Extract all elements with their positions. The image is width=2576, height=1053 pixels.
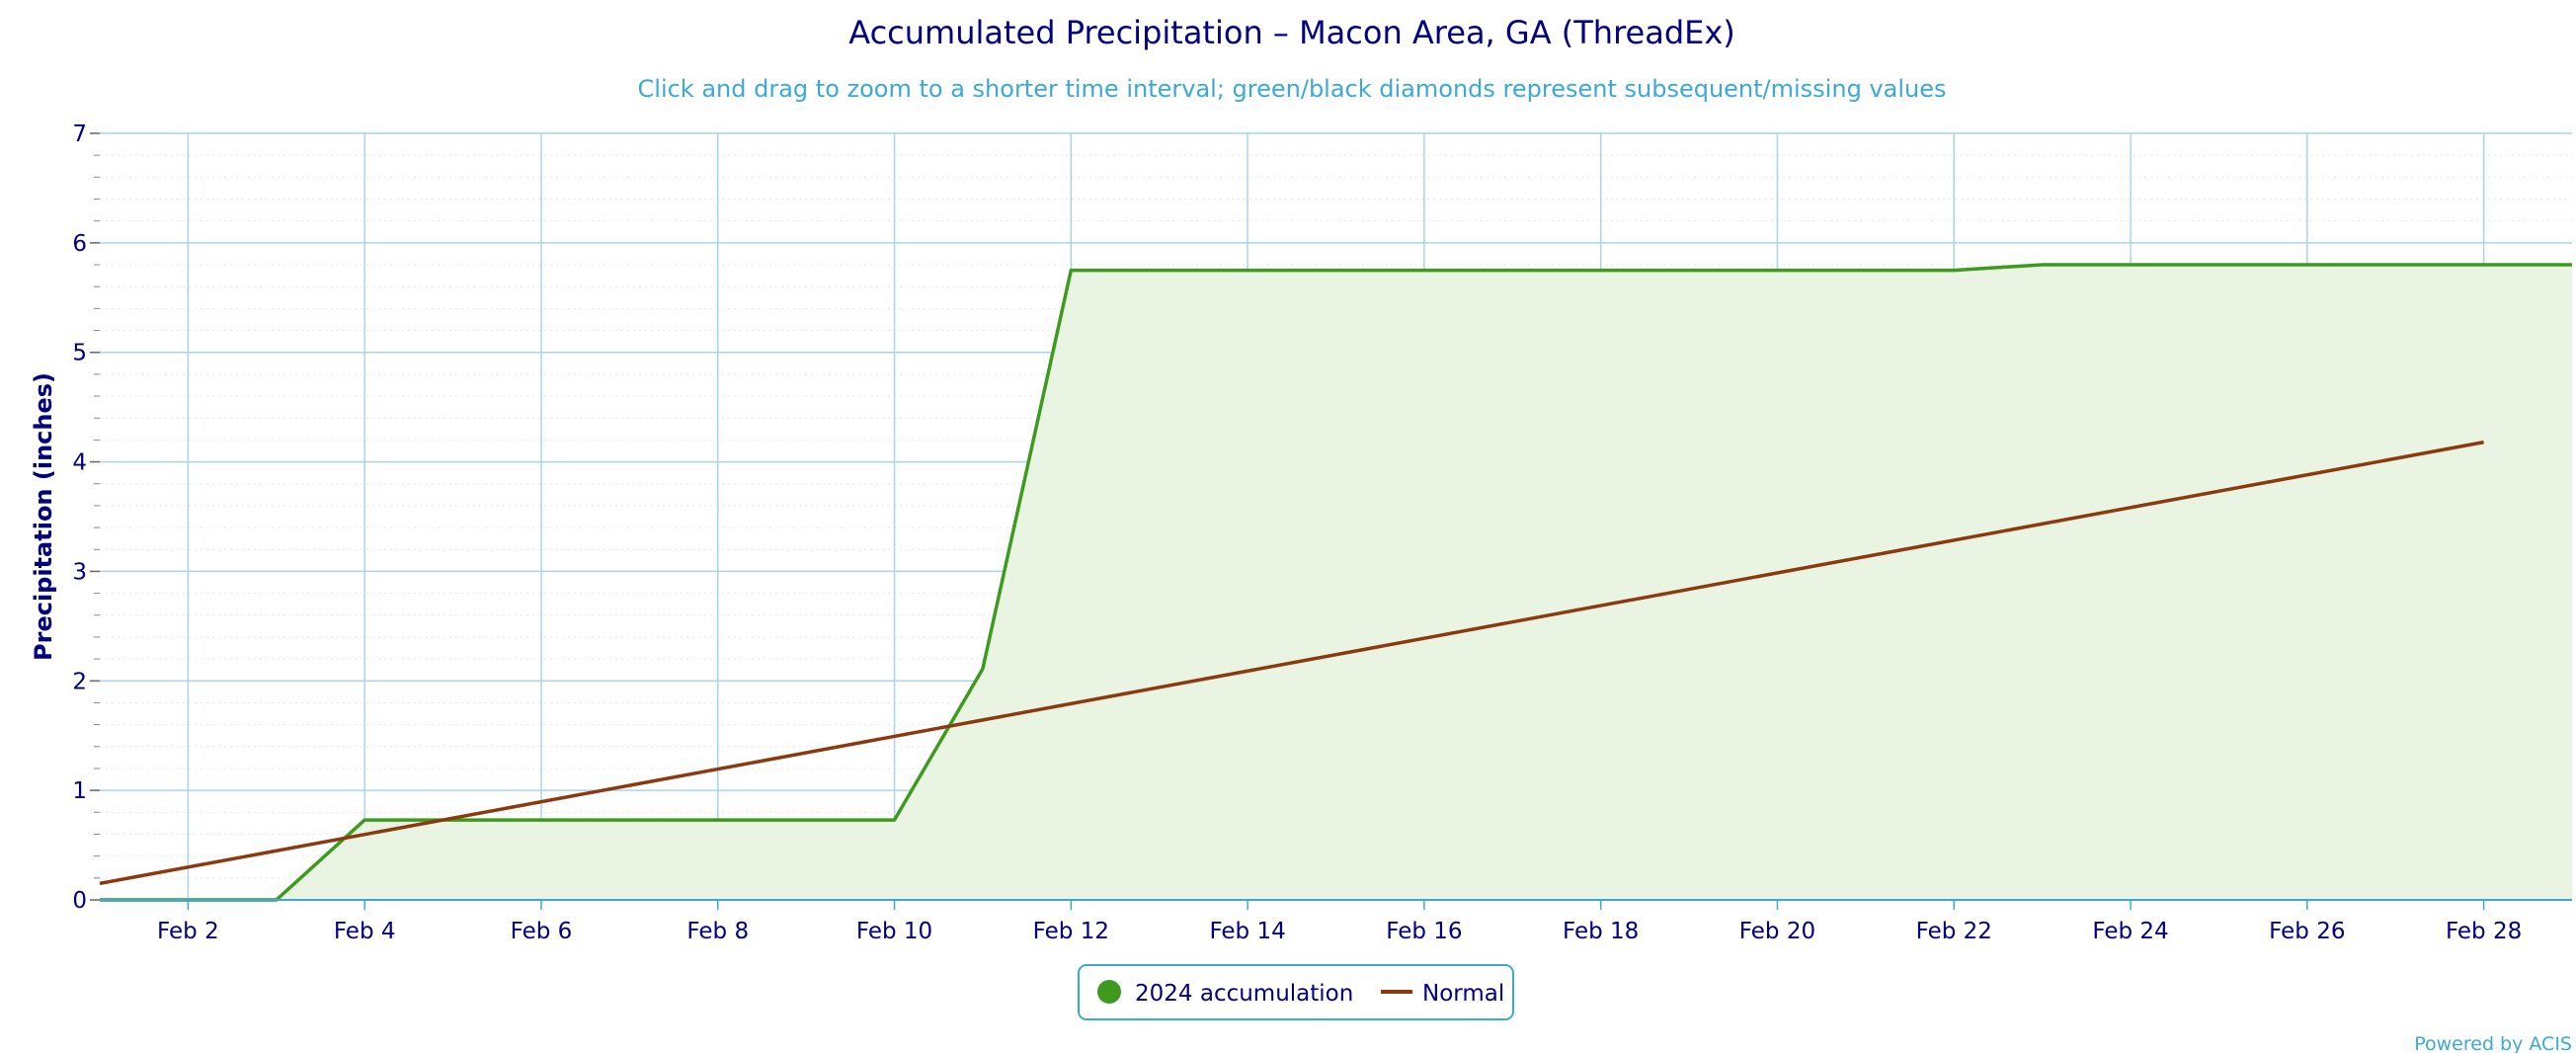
data-point [2481,440,2487,446]
data-point [2392,262,2398,268]
data-point [1863,268,1869,274]
y-tick-label: 2 [72,669,87,694]
data-point [2569,262,2575,268]
data-point [1157,268,1163,274]
data-point [980,666,986,672]
x-tick-label: Feb 6 [511,919,573,944]
x-tick-label: Feb 20 [1739,919,1815,944]
y-tick-label: 5 [72,341,87,366]
x-tick-label: Feb 2 [157,919,219,944]
x-tick-label: Feb 18 [1563,919,1639,944]
x-tick-label: Feb 12 [1033,919,1109,944]
data-point [1774,268,1780,274]
x-tick-label: Feb 14 [1209,919,1285,944]
normal-line [99,440,2484,886]
chart-title: Accumulated Precipitation – Macon Area, … [848,14,1735,51]
legend-marker-accumulation [1097,980,1121,1004]
chart-subtitle: Click and drag to zoom to a shorter time… [638,75,1947,103]
x-tick-label: Feb 28 [2446,919,2522,944]
data-point [626,817,632,823]
data-point [892,817,898,823]
data-point [2481,262,2487,268]
y-axis-ticks: 0 1 2 3 4 5 6 7 [72,122,100,914]
data-point [362,817,367,823]
chart-legend[interactable]: 2024 accumulation Normal [1078,964,1514,1020]
y-tick-label: 3 [72,559,87,585]
data-point [2128,262,2133,268]
x-tick-label: Feb 24 [2092,919,2168,944]
data-point [538,817,544,823]
data-point [1686,268,1692,274]
y-axis-label: Precipitation (inches) [30,372,57,661]
y-tick-label: 1 [72,778,87,804]
legend-label-normal: Normal [1422,981,1504,1007]
data-point [715,817,721,823]
data-point [97,880,103,886]
data-point [2040,262,2046,268]
x-tick-label: Feb 16 [1386,919,1462,944]
x-axis-ticks: Feb 2 Feb 4 Feb 6 Feb 8 Feb 10 Feb 12 Feb 14 Fe… [157,900,2522,944]
data-point [1509,268,1515,274]
x-tick-label: Feb 4 [334,919,396,944]
legend-box [1078,964,1514,1020]
powered-by-credit[interactable]: Powered by ACIS [2414,1033,2572,1053]
x-tick-label: Feb 10 [856,919,932,944]
data-point [1333,268,1339,274]
series-area-fill [100,265,2572,900]
data-point [1421,268,1427,274]
minor-gridlines [94,154,2572,879]
y-tick-label: 7 [72,122,87,147]
data-point [2215,262,2221,268]
series-layer [97,262,2575,902]
x-tick-label: Feb 22 [1916,919,1992,944]
data-point [1951,268,1957,274]
x-tick-label: Feb 26 [2269,919,2345,944]
data-point [2304,262,2310,268]
y-tick-label: 4 [72,450,87,476]
x-tick-label: Feb 8 [686,919,749,944]
data-point [1245,268,1250,274]
legend-label-accumulation: 2024 accumulation [1135,981,1353,1007]
data-point [803,817,809,823]
y-tick-label: 6 [72,231,87,257]
data-point [1068,268,1074,274]
data-point [1598,268,1604,274]
accumulation-2024-line [100,263,2572,902]
y-tick-label: 0 [72,888,87,914]
